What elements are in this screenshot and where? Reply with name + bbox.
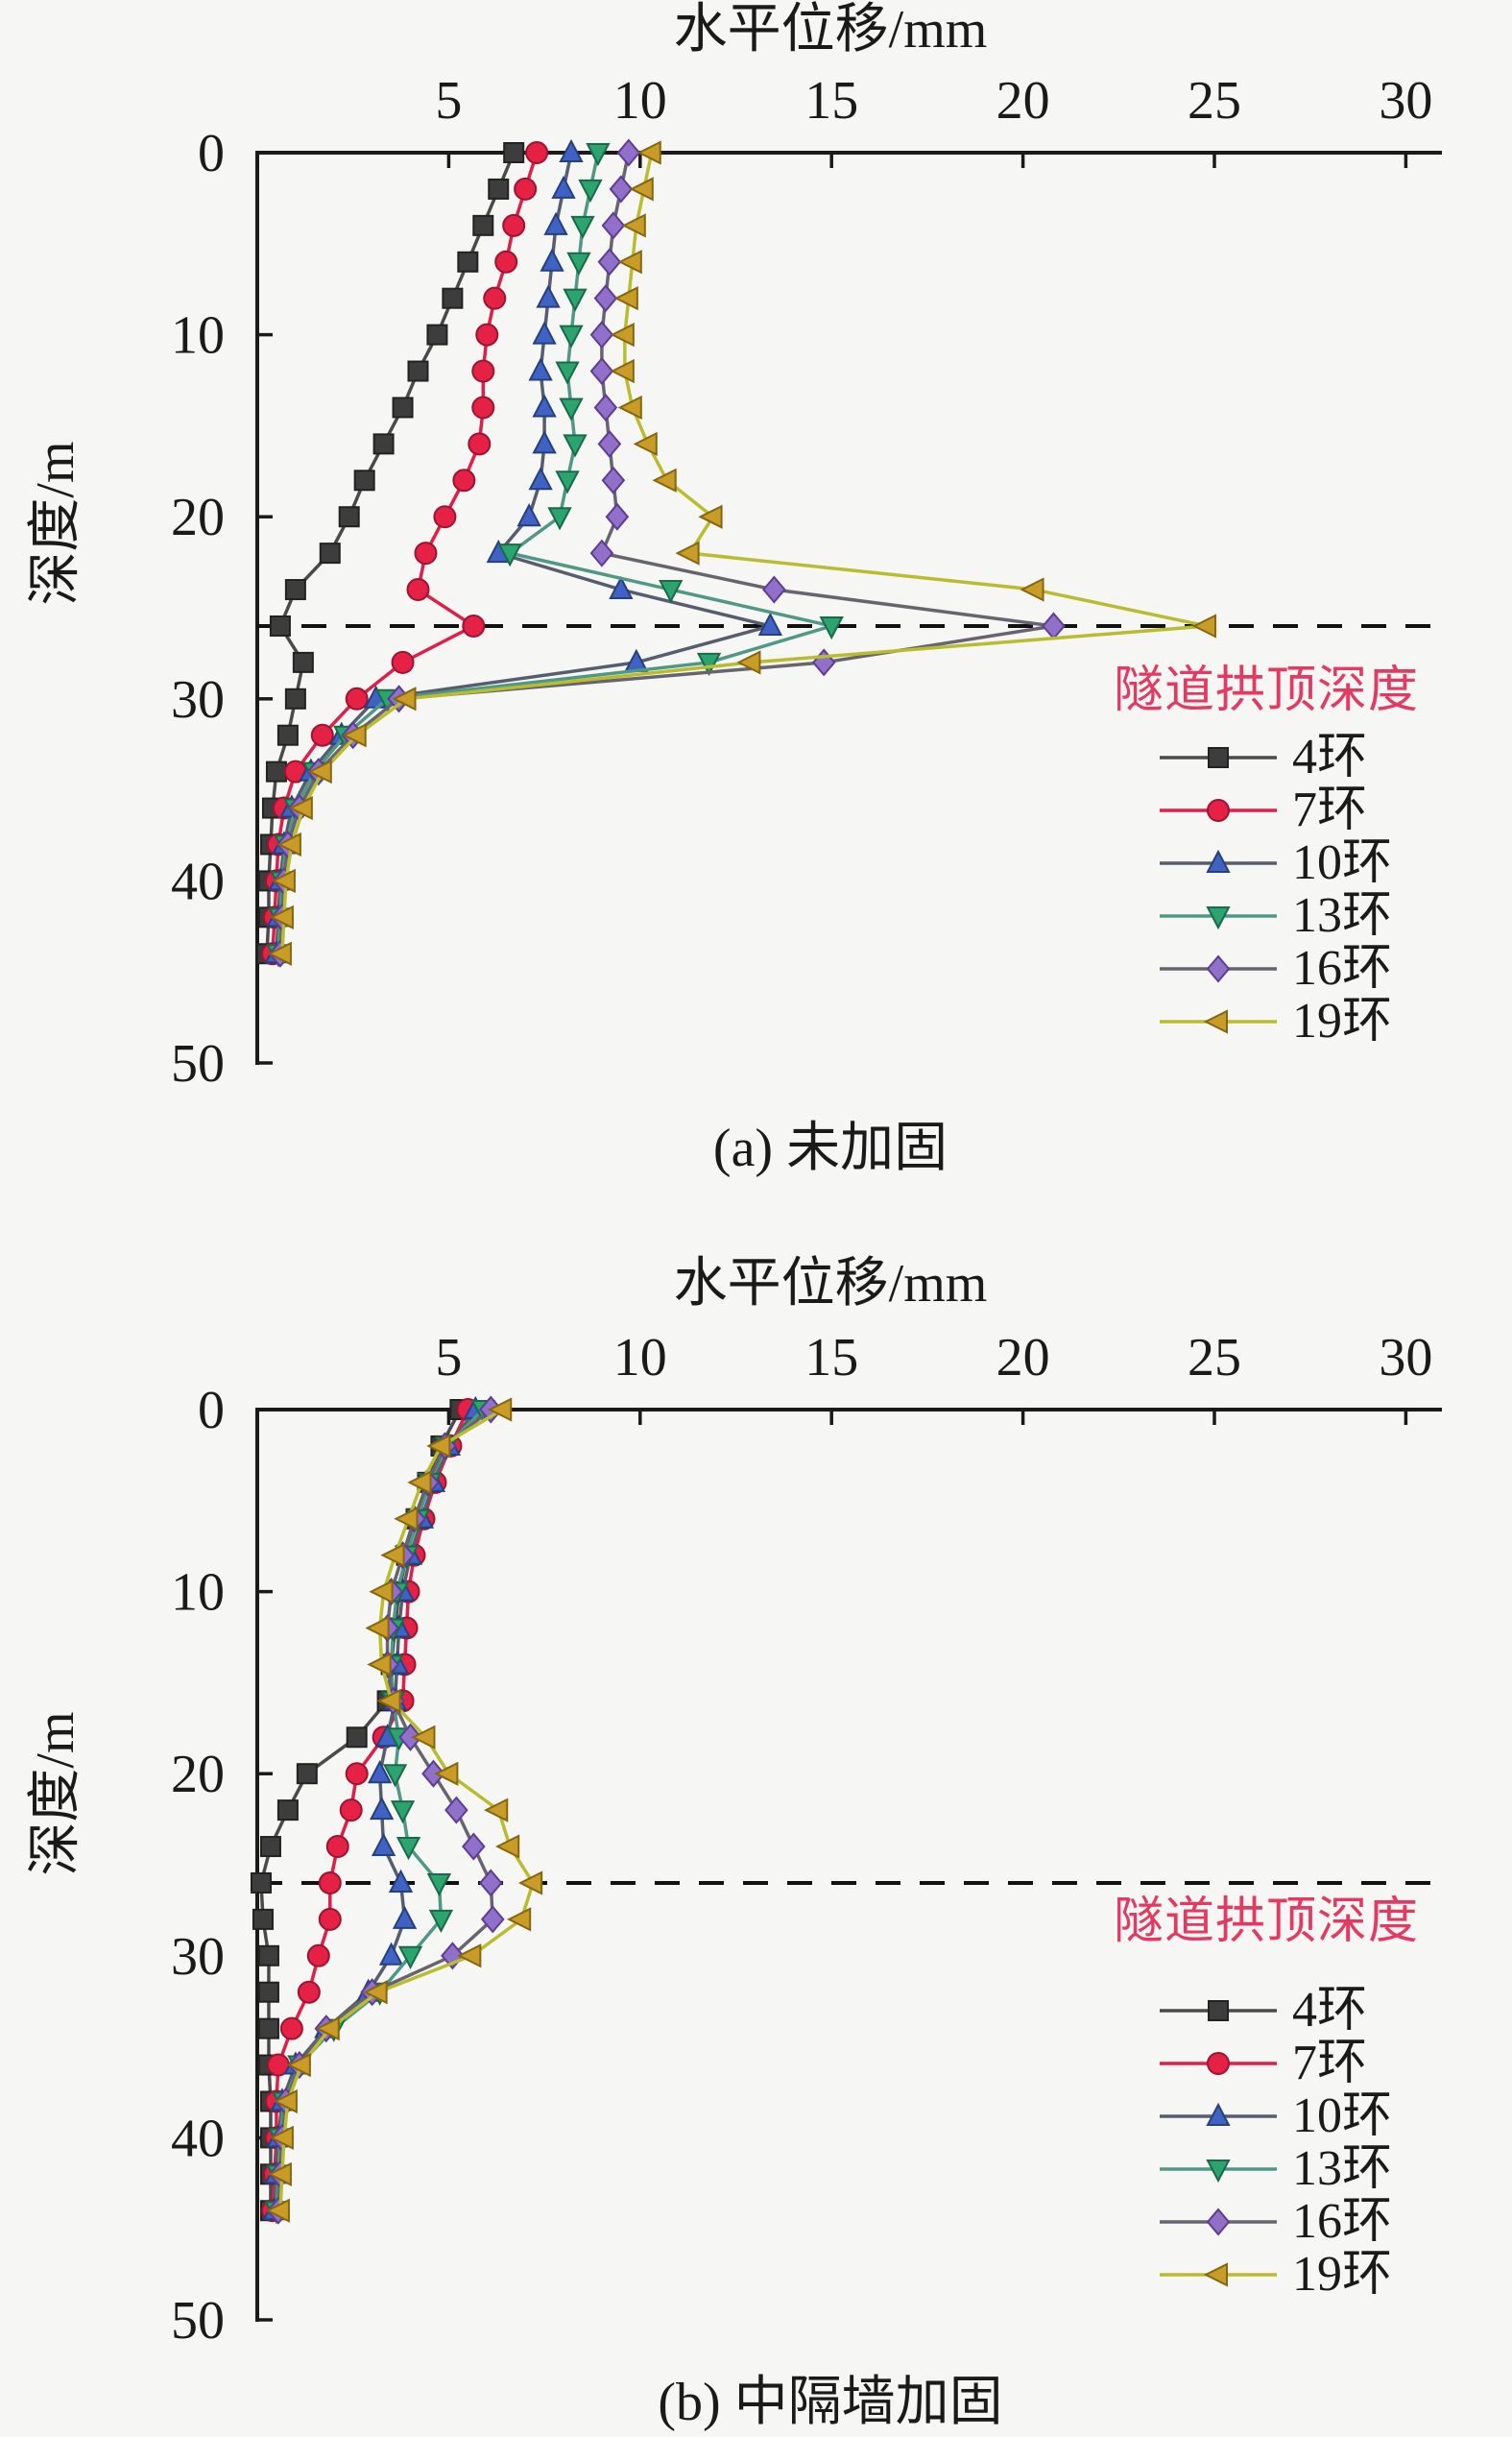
svg-text:0: 0: [198, 124, 225, 183]
circle-icon: [1160, 2051, 1277, 2075]
legend-item-13环: 13环: [1158, 2142, 1475, 2195]
svg-text:10: 10: [171, 1563, 225, 1623]
legend-item-7环: 7环: [1158, 784, 1475, 836]
triangle-down-icon: [1160, 2159, 1277, 2183]
series-19环: [265, 1397, 543, 2223]
legend-title-a: 隧道拱顶深度: [1114, 664, 1420, 718]
legend-item-4环: 4环: [1158, 1984, 1475, 2037]
svg-text:15: 15: [804, 71, 858, 131]
legend-b: 隧道拱顶深度 4环 7环 10环 13环 16环 19环: [1091, 1894, 1475, 2302]
x-tick-labels: 5 10 15 20 25 30: [435, 1328, 1432, 1387]
svg-text:5: 5: [435, 1328, 462, 1387]
legend-item-label: 16环: [1292, 2194, 1393, 2249]
svg-text:40: 40: [171, 852, 225, 911]
legend-item-label: 4环: [1292, 1983, 1368, 2038]
circle-icon: [1160, 798, 1277, 822]
legend-item-label: 13环: [1292, 2141, 1393, 2196]
caption-a: (a) 未加固: [712, 1119, 948, 1178]
svg-text:25: 25: [1188, 71, 1241, 131]
square-icon: [1160, 746, 1277, 768]
triangle-up-icon: [1160, 2102, 1277, 2126]
svg-text:10: 10: [613, 1328, 667, 1387]
triangle-left-icon: [1160, 2261, 1277, 2287]
diamond-icon: [1160, 2207, 1277, 2236]
legend-item-7环: 7环: [1158, 2037, 1475, 2089]
legend-item-label: 7环: [1292, 2036, 1368, 2090]
y-axis-title-b: 深度/m: [26, 1711, 85, 1876]
legend-item-13环: 13环: [1158, 889, 1475, 942]
triangle-up-icon: [1160, 849, 1277, 873]
legend-item-label: 19环: [1292, 2247, 1393, 2302]
legend-item-16环: 16环: [1158, 942, 1475, 995]
legend-item-label: 16环: [1292, 941, 1393, 996]
chart-b: 5 10 15 20 25 30 0 10 20 30 40 50: [171, 1328, 1450, 2351]
svg-text:15: 15: [804, 1328, 858, 1387]
svg-text:20: 20: [171, 1745, 225, 1804]
svg-text:20: 20: [171, 488, 225, 547]
svg-text:50: 50: [171, 1034, 225, 1094]
svg-text:20: 20: [996, 71, 1050, 131]
chart-a: 5 10 15 20 25 30 0 10 20 30 40 50: [171, 71, 1450, 1094]
series-19环: [267, 140, 1217, 966]
svg-text:30: 30: [1379, 1328, 1432, 1387]
x-axis-title-a: 水平位移/mm: [673, 0, 988, 60]
legend-item-label: 10环: [1292, 835, 1393, 890]
svg-text:30: 30: [171, 1927, 225, 1987]
svg-text:50: 50: [171, 2291, 225, 2351]
x-axis-title-b: 水平位移/mm: [673, 1254, 988, 1314]
diamond-icon: [1160, 953, 1277, 983]
svg-text:5: 5: [435, 71, 462, 131]
svg-text:0: 0: [198, 1381, 225, 1440]
square-icon: [1160, 1999, 1277, 2021]
y-tick-labels: 0 10 20 30 40 50: [171, 1381, 225, 2351]
legend-item-19环: 19环: [1158, 2248, 1475, 2301]
svg-text:30: 30: [171, 670, 225, 730]
legend-item-label: 7环: [1292, 783, 1368, 837]
legend-item-label: 10环: [1292, 2088, 1393, 2143]
svg-text:40: 40: [171, 2109, 225, 2168]
svg-text:10: 10: [171, 306, 225, 366]
legend-item-label: 19环: [1292, 994, 1393, 1049]
legend-item-label: 4环: [1292, 730, 1368, 784]
series-10环: [264, 138, 783, 964]
y-tick-labels: 0 10 20 30 40 50: [171, 124, 225, 1094]
svg-text:20: 20: [996, 1328, 1050, 1387]
x-tick-labels: 5 10 15 20 25 30: [435, 71, 1432, 131]
legend-item-19环: 19环: [1158, 995, 1475, 1048]
svg-text:30: 30: [1379, 71, 1432, 131]
legend-item-16环: 16环: [1158, 2195, 1475, 2248]
legend-item-label: 13环: [1292, 888, 1393, 943]
triangle-left-icon: [1160, 1008, 1277, 1034]
svg-text:25: 25: [1188, 1328, 1241, 1387]
legend-title-b: 隧道拱顶深度: [1114, 1894, 1420, 1949]
legend-a: 隧道拱顶深度 4环 7环 10环 13环 16环 19环: [1091, 664, 1475, 1049]
legend-item-10环: 10环: [1158, 836, 1475, 889]
caption-b: (b) 中隔墙加固: [658, 2373, 1003, 2432]
legend-item-4环: 4环: [1158, 731, 1475, 784]
svg-text:10: 10: [613, 71, 667, 131]
y-axis-title-a: 深度/m: [26, 441, 85, 606]
triangle-down-icon: [1160, 905, 1277, 929]
series-16环: [268, 138, 1066, 968]
legend-item-10环: 10环: [1158, 2089, 1475, 2142]
